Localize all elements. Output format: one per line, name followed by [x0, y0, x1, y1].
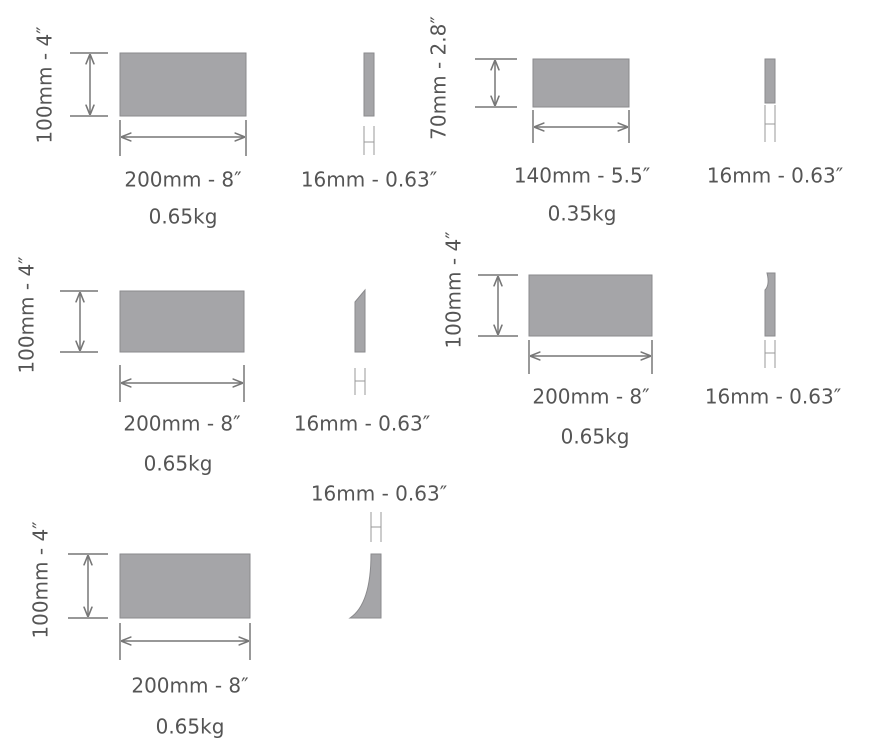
height-label: 100mm - 4″: [33, 26, 57, 143]
weight-label: 0.35kg: [548, 202, 617, 226]
width-label: 200mm - 8″: [123, 412, 240, 436]
tile-profile: [764, 272, 776, 337]
thickness-label: 16mm - 0.63″: [707, 164, 843, 188]
tile-item: 100mm - 4″ 200mm - 8″ 0.65kg 16mm - 0.63…: [15, 256, 431, 475]
thickness-label: 16mm - 0.63″: [301, 168, 437, 192]
thickness-label: 16mm - 0.63″: [311, 482, 447, 506]
tile-profile: [764, 58, 776, 104]
tile-face: [119, 553, 251, 619]
tile-face: [119, 52, 247, 117]
tile-item: 100mm - 4″ 200mm - 8″ 0.65kg 16mm - 0.63…: [29, 482, 448, 739]
tile-profile: [363, 52, 375, 117]
weight-label: 0.65kg: [156, 715, 225, 739]
weight-label: 0.65kg: [144, 452, 213, 476]
width-label: 200mm - 8″: [124, 168, 241, 192]
tile-face: [532, 58, 630, 108]
tile-item: 100mm - 4″ 200mm - 8″ 0.65kg 16mm - 0.63…: [442, 231, 842, 448]
tile-profile: [348, 553, 382, 619]
tile-item: 100mm - 4″ 200mm - 8″ 0.65kg 16mm - 0.63…: [33, 26, 438, 228]
height-label: 70mm - 2.8″: [427, 16, 451, 140]
tile-item: 70mm - 2.8″ 140mm - 5.5″ 0.35kg 16mm - 0…: [427, 16, 844, 225]
weight-label: 0.65kg: [561, 425, 630, 449]
width-label: 140mm - 5.5″: [514, 164, 650, 188]
tile-face: [528, 274, 653, 337]
thickness-label: 16mm - 0.63″: [705, 385, 841, 409]
height-label: 100mm - 4″: [442, 231, 466, 348]
tile-profile: [354, 288, 366, 353]
tile-face: [119, 290, 245, 353]
width-label: 200mm - 8″: [532, 385, 649, 409]
width-label: 200mm - 8″: [131, 674, 248, 698]
weight-label: 0.65kg: [149, 205, 218, 229]
height-label: 100mm - 4″: [29, 521, 53, 638]
height-label: 100mm - 4″: [15, 256, 39, 373]
thickness-label: 16mm - 0.63″: [294, 412, 430, 436]
